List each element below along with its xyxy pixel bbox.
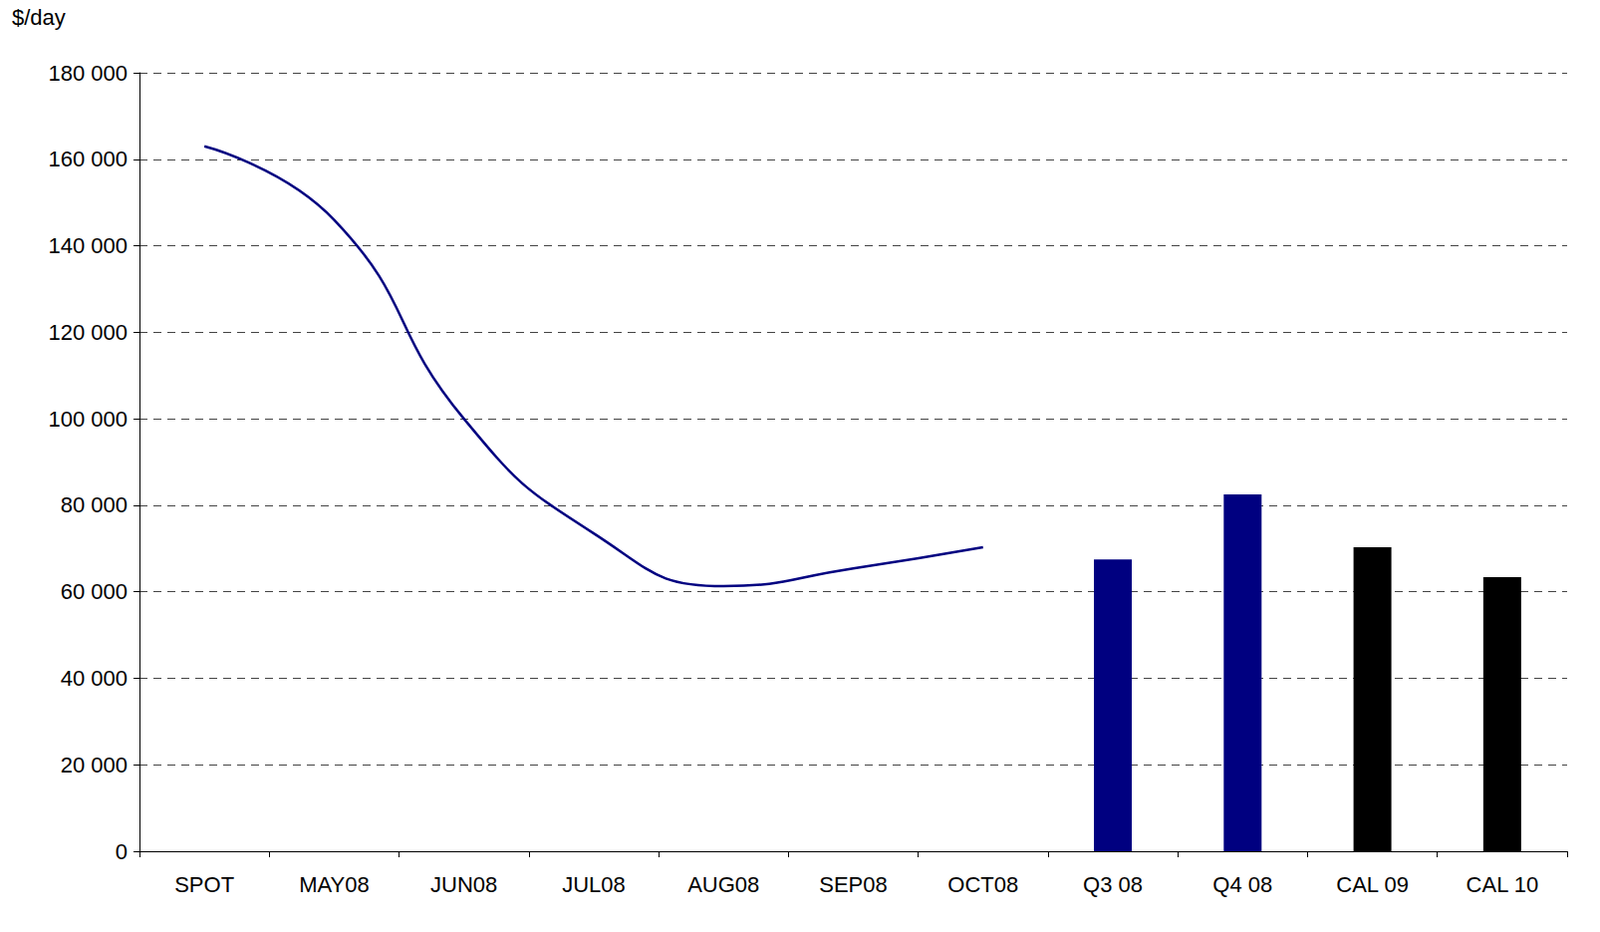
svg-text:100 000: 100 000 [47, 406, 128, 432]
svg-text:MAY08: MAY08 [298, 871, 370, 897]
svg-text:140 000: 140 000 [47, 233, 128, 259]
svg-text:20 000: 20 000 [60, 752, 128, 778]
svg-text:Q4 08: Q4 08 [1212, 871, 1273, 897]
svg-text:JUL08: JUL08 [561, 871, 626, 897]
svg-text:SPOT: SPOT [174, 871, 235, 897]
svg-text:CAL 10: CAL 10 [1466, 871, 1540, 897]
svg-text:$/day: $/day [11, 4, 66, 30]
svg-text:Q3 08: Q3 08 [1082, 871, 1143, 897]
svg-text:SEP08: SEP08 [818, 871, 888, 897]
svg-text:OCT08: OCT08 [947, 871, 1019, 897]
svg-text:180 000: 180 000 [47, 60, 128, 86]
svg-text:80 000: 80 000 [60, 492, 128, 518]
svg-text:120 000: 120 000 [47, 319, 128, 345]
svg-text:160 000: 160 000 [47, 146, 128, 172]
svg-text:AUG08: AUG08 [687, 871, 760, 897]
svg-text:60 000: 60 000 [60, 578, 128, 604]
svg-text:0: 0 [115, 838, 128, 864]
svg-text:40 000: 40 000 [60, 665, 128, 691]
svg-text:CAL 09: CAL 09 [1335, 871, 1409, 897]
svg-text:JUN08: JUN08 [430, 871, 498, 897]
